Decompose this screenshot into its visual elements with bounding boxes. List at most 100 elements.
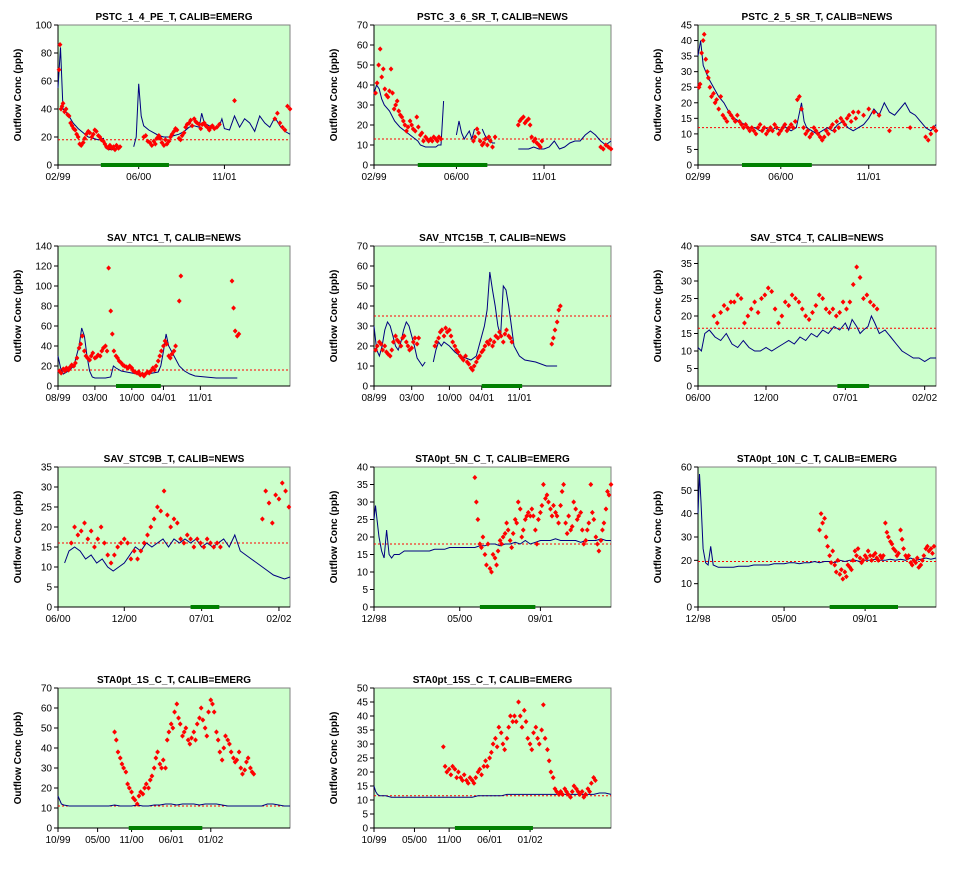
observed-data-point <box>527 513 533 519</box>
observed-data-point <box>813 128 819 134</box>
observed-data-point <box>251 771 257 777</box>
observed-data-point <box>174 701 180 707</box>
y-tick-label: 60 <box>41 77 53 88</box>
observed-data-point <box>893 548 898 554</box>
observed-data-point <box>601 520 607 526</box>
observed-data-point <box>117 755 123 761</box>
observed-data-point <box>280 124 285 130</box>
y-tick-label: 40 <box>357 463 369 474</box>
observed-data-point <box>807 134 813 140</box>
observed-data-point <box>849 567 854 573</box>
observed-data-point <box>794 97 800 103</box>
observed-data-point <box>793 295 798 302</box>
observed-data-point <box>571 783 577 789</box>
observed-data-point <box>759 295 764 302</box>
observed-data-point <box>734 112 740 118</box>
observed-data-point <box>447 327 452 333</box>
observed-data-point <box>214 540 220 546</box>
observed-data-point <box>493 333 499 339</box>
observed-data-point <box>218 544 223 550</box>
observed-data-point <box>752 299 758 305</box>
observed-data-point <box>579 789 585 795</box>
observed-data-point <box>444 769 450 775</box>
observed-data-point <box>906 553 912 559</box>
observed-data-point <box>389 347 395 353</box>
observed-data-point <box>530 513 536 519</box>
observed-data-point <box>454 775 460 781</box>
observed-data-point <box>765 128 771 134</box>
y-tick-label: 10 <box>681 347 693 358</box>
observed-data-point <box>539 727 545 733</box>
observed-data-point <box>762 292 768 298</box>
observed-data-point <box>797 93 802 100</box>
y-axis-label: Outflow Conc (ppb) <box>653 491 664 584</box>
observed-data-point <box>588 481 594 488</box>
observed-data-point <box>78 528 84 534</box>
observed-data-point <box>526 116 531 122</box>
observed-data-point <box>840 118 846 125</box>
x-tick-label: 09/01 <box>853 614 878 625</box>
y-tick-label: 15 <box>681 114 693 125</box>
observed-data-point <box>725 306 730 312</box>
observed-data-point <box>412 128 418 134</box>
observed-data-point <box>529 747 535 753</box>
observed-data-point <box>870 553 876 559</box>
y-tick-label: 20 <box>357 121 369 132</box>
observed-data-point <box>506 724 512 730</box>
x-tick-label: 01/02 <box>198 835 223 846</box>
observed-data-point <box>600 527 605 533</box>
observed-data-point <box>864 292 870 298</box>
simulated-series-line <box>57 327 238 379</box>
y-tick-label: 15 <box>41 543 53 554</box>
observed-data-point <box>833 569 839 575</box>
x-tick-label: 02/02 <box>266 614 291 625</box>
observed-data-point <box>186 120 192 126</box>
y-tick-label: 0 <box>46 382 52 393</box>
observed-data-point <box>409 345 415 351</box>
observed-data-point <box>459 355 465 361</box>
y-tick-label: 20 <box>357 533 369 544</box>
observed-data-point <box>556 791 562 797</box>
observed-data-point <box>554 789 560 795</box>
observed-data-point <box>474 126 480 132</box>
observed-data-point <box>234 757 240 763</box>
observed-data-point <box>475 516 481 523</box>
y-tick-label: 60 <box>357 262 369 273</box>
observed-data-point <box>171 348 177 354</box>
observed-data-point <box>830 306 836 312</box>
observed-data-point <box>382 86 388 92</box>
observed-data-point <box>811 125 817 131</box>
observed-data-point <box>810 309 815 316</box>
observed-data-point <box>732 118 738 125</box>
observed-data-point <box>153 755 159 761</box>
observed-data-point <box>728 299 734 305</box>
observed-data-point <box>460 777 465 783</box>
observed-data-point <box>502 530 508 537</box>
observed-data-point <box>183 725 189 731</box>
observed-data-point <box>550 775 556 781</box>
observed-data-point <box>482 136 488 142</box>
observed-data-point <box>735 292 741 298</box>
observed-data-point <box>755 125 761 131</box>
observed-data-point <box>500 339 506 345</box>
observed-data-point <box>825 543 831 549</box>
y-tick-label: 20 <box>357 768 369 779</box>
observed-data-point <box>273 492 279 498</box>
observed-data-point <box>131 548 137 554</box>
x-tick-label: 06/00 <box>685 393 710 404</box>
observed-data-point <box>823 128 829 134</box>
observed-data-point <box>860 557 866 563</box>
observed-data-point <box>875 557 881 563</box>
observed-data-point <box>272 116 278 122</box>
observed-data-point <box>396 339 402 345</box>
observed-data-point <box>774 125 780 131</box>
observed-data-point <box>534 541 540 547</box>
observed-data-point <box>244 759 249 765</box>
observed-data-point <box>387 88 392 94</box>
observed-data-point <box>80 140 86 146</box>
x-tick-label: 02/99 <box>45 172 70 183</box>
plot-area <box>697 466 937 608</box>
observed-data-point <box>173 343 178 349</box>
observed-data-point <box>931 543 937 549</box>
observed-data-point <box>373 347 379 353</box>
